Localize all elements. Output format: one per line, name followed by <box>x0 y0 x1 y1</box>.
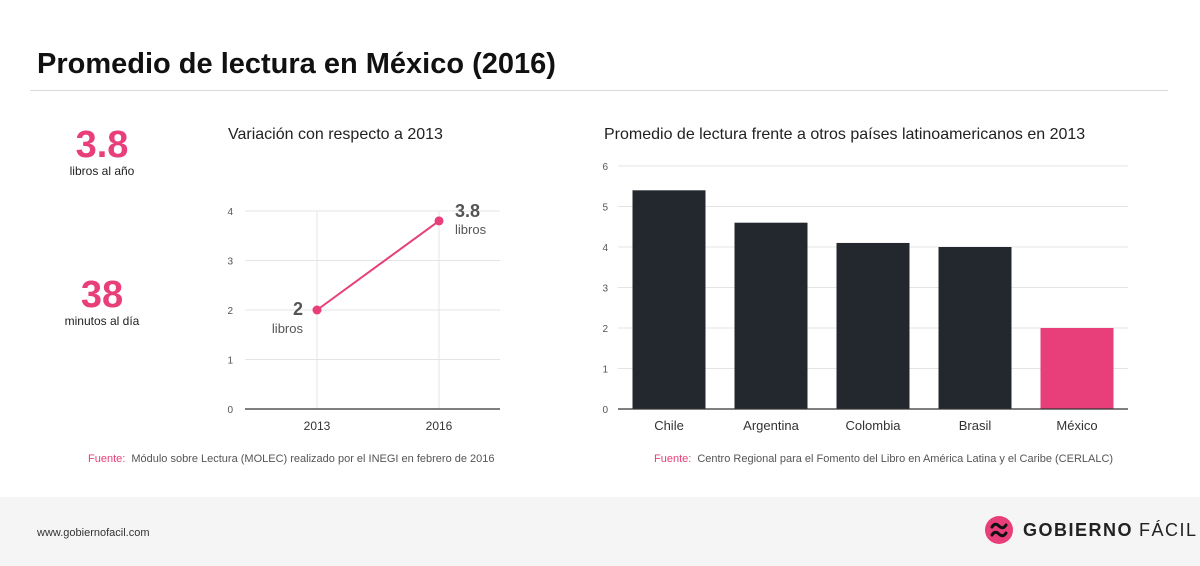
line-x-tick-label: 2016 <box>426 419 453 433</box>
bar-y-tick-label: 1 <box>602 365 608 376</box>
bar-colombia <box>836 242 910 409</box>
line-data-point <box>434 216 444 226</box>
stat-books-value: 3.8 <box>75 124 129 166</box>
footer-url-link[interactable]: www.gobiernofacil.com <box>37 527 150 539</box>
title-divider <box>30 90 1168 91</box>
line-data-unit-2013: libros <box>272 321 304 336</box>
brand-logo-icon <box>985 516 1013 544</box>
line-y-tick-label: 0 <box>227 405 233 416</box>
line-data-label-2013: 2 <box>293 299 303 319</box>
bar-source-text: Centro Regional para el Fomento del Libr… <box>697 453 1114 465</box>
bar-y-tick-label: 6 <box>602 162 608 173</box>
line-data-point <box>312 305 322 315</box>
line-source-label: Fuente: <box>88 453 126 465</box>
brand-bold: GOBIERNO <box>1023 519 1134 540</box>
bar-category-label: México <box>1056 418 1097 433</box>
line-x-tick-label: 2013 <box>304 419 331 433</box>
brand[interactable]: GOBIERNO FÁCIL <box>985 515 1198 545</box>
line-data-unit-2016: libros <box>455 222 487 237</box>
bar-source-label: Fuente: <box>654 453 692 465</box>
line-y-tick-label: 2 <box>227 306 233 317</box>
line-chart-source: Fuente: Módulo sobre Lectura (MOLEC) real… <box>88 453 495 465</box>
bar-category-label: Brasil <box>959 418 992 433</box>
line-source-text: Módulo sobre Lectura (MOLEC) realizado p… <box>131 453 495 465</box>
line-series <box>316 220 440 311</box>
bar-argentina <box>734 222 808 409</box>
line-y-tick-label: 4 <box>227 207 233 218</box>
bar-mexico <box>1040 328 1114 409</box>
line-chart-title: Variación con respecto a 2013 <box>228 126 443 143</box>
stat-minutes-value: 38 <box>80 274 124 316</box>
line-y-tick-label: 1 <box>227 356 233 367</box>
footer: www.gobiernofacil.com GOBIERNO FÁCIL <box>0 497 1200 566</box>
bar-y-tick-label: 4 <box>602 243 608 254</box>
bar-chile <box>632 190 706 409</box>
line-y-tick-label: 3 <box>227 257 233 268</box>
stat-minutes-label: minutos al día <box>64 314 140 328</box>
line-data-label-2016: 3.8 <box>455 201 480 221</box>
stat-books-label: libros al año <box>69 164 135 178</box>
bar-brasil <box>938 247 1012 409</box>
bar-category-label: Argentina <box>743 418 799 433</box>
bar-category-label: Colombia <box>846 418 902 433</box>
bar-chart-title: Promedio de lectura frente a otros paíse… <box>604 126 1086 143</box>
page-title: Promedio de lectura en México (2016) <box>37 48 556 80</box>
bar-chart-source: Fuente: Centro Regional para el Fomento d… <box>654 453 1113 465</box>
bar-category-label: Chile <box>654 418 684 433</box>
bar-y-tick-label: 3 <box>602 284 608 295</box>
bar-y-tick-label: 2 <box>602 324 608 335</box>
brand-light: FÁCIL <box>1139 519 1198 540</box>
bar-y-tick-label: 5 <box>602 203 608 214</box>
bar-y-tick-label: 0 <box>602 405 608 416</box>
brand-wordmark: GOBIERNO FÁCIL <box>1023 520 1198 541</box>
